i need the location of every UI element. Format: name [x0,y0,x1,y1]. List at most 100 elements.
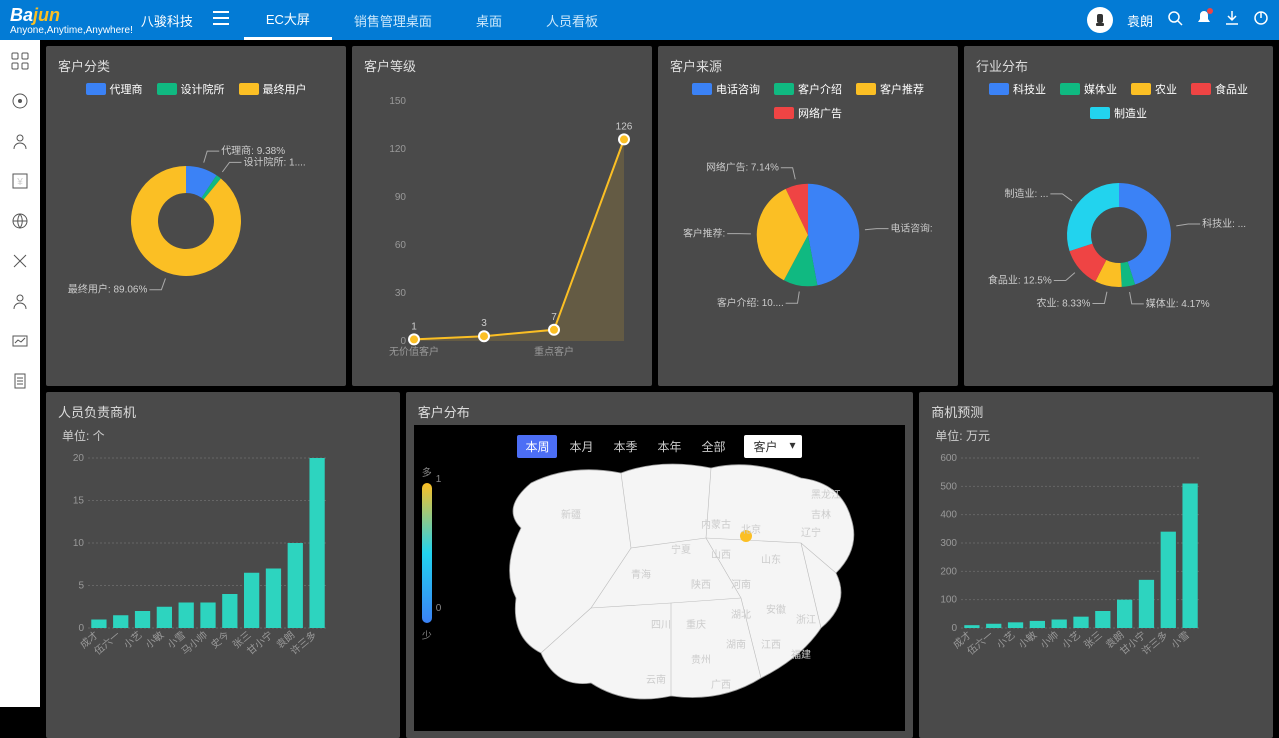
svg-text:120: 120 [389,144,406,155]
svg-text:重点客户: 重点客户 [534,345,574,358]
svg-text:10: 10 [73,538,85,549]
svg-text:小艺: 小艺 [121,629,144,651]
doc-icon[interactable] [11,372,29,390]
nav-tab-0[interactable]: EC大屏 [244,0,332,40]
side-nav: ¥ [0,40,40,707]
svg-text:400: 400 [941,510,958,521]
svg-text:小敏: 小敏 [143,628,167,651]
svg-text:小雪: 小雪 [1169,629,1192,651]
svg-text:7: 7 [551,312,557,323]
avatar[interactable] [1087,7,1113,33]
legend-item: 代理商 [86,81,143,97]
svg-text:设计院所: 1....: 设计院所: 1.... [243,155,305,168]
svg-text:江西: 江西 [761,639,781,651]
svg-text:湖北: 湖北 [731,609,751,621]
bell-icon[interactable] [1197,10,1211,31]
globe-icon[interactable] [11,212,29,230]
svg-text:广西: 广西 [711,679,731,691]
svg-text:小艺: 小艺 [995,629,1018,651]
svg-text:媒体业: 4.17%: 媒体业: 4.17% [1145,298,1209,310]
dropdown-type[interactable]: 客户 [744,435,802,458]
svg-text:200: 200 [941,566,958,577]
svg-text:最终用户: 89.06%: 最终用户: 89.06% [68,283,148,296]
svg-text:青海: 青海 [631,568,651,581]
target-icon[interactable] [11,92,29,110]
svg-text:云南: 云南 [646,673,666,686]
nav-tab-1[interactable]: 销售管理桌面 [332,0,454,40]
svg-text:科技业: ...: 科技业: ... [1202,217,1246,230]
grid-icon[interactable] [11,52,29,70]
legend-item: 电话咨询 [692,81,760,97]
svg-text:300: 300 [941,538,958,549]
nav-tabs: EC大屏销售管理桌面桌面人员看板 [244,0,620,40]
legend-item: 农业 [1131,81,1177,97]
logo: Bajun Anyone,Anytime,Anywhere! 八骏科技 [10,5,193,36]
svg-text:山西: 山西 [711,549,731,561]
panel-industry: 行业分布 科技业媒体业农业食品业制造业 科技业: ...媒体业: 4.17%农业… [964,46,1273,386]
download-icon[interactable] [1225,10,1239,31]
top-bar: Bajun Anyone,Anytime,Anywhere! 八骏科技 EC大屏… [0,0,1279,40]
nav-tab-3[interactable]: 人员看板 [524,0,620,40]
money-icon[interactable]: ¥ [11,172,29,190]
svg-text:无价值客户: 无价值客户 [389,345,439,358]
panel-title: 行业分布 [976,56,1261,75]
svg-text:河南: 河南 [731,578,751,591]
svg-text:内蒙古: 内蒙古 [701,518,731,531]
svg-text:126: 126 [616,121,633,132]
svg-text:北京: 北京 [741,523,761,536]
svg-text:30: 30 [395,288,407,299]
svg-text:贵州: 贵州 [691,653,711,666]
gradient-scale [422,483,432,623]
svg-text:制造业: ...: 制造业: ... [1004,187,1048,200]
unit-label: 单位: 万元 [935,427,1261,444]
svg-text:客户推荐:: 客户推荐: [683,227,725,240]
panel-forecast: 商机预测 单位: 万元 0100200300400500600成才伍六一小艺小敏… [919,392,1273,738]
svg-text:150: 150 [389,96,406,107]
svg-text:¥: ¥ [16,177,23,188]
svg-text:1: 1 [411,321,417,332]
svg-text:福建: 福建 [791,648,811,661]
svg-text:100: 100 [941,595,958,606]
svg-text:代理商: 9.38%: 代理商: 9.38% [221,144,285,157]
nav-tab-2[interactable]: 桌面 [454,0,524,40]
svg-text:60: 60 [395,240,407,251]
legend-item: 科技业 [989,81,1046,97]
svg-text:20: 20 [73,453,85,464]
svg-text:辽宁: 辽宁 [801,526,821,539]
svg-text:0: 0 [952,623,958,634]
svg-text:0: 0 [78,623,84,634]
svg-text:15: 15 [73,496,85,507]
svg-text:3: 3 [481,318,487,329]
svg-text:吉林: 吉林 [811,508,831,521]
svg-text:小帅: 小帅 [1038,628,1062,651]
user-icon[interactable] [11,292,29,310]
svg-text:陕西: 陕西 [691,578,711,591]
legend-item: 最终用户 [239,81,307,97]
legend-item: 网络广告 [774,105,842,121]
svg-text:90: 90 [395,192,407,203]
power-icon[interactable] [1253,10,1269,31]
svg-text:安徽: 安徽 [766,603,786,616]
svg-text:小敏: 小敏 [1016,628,1040,651]
search-icon[interactable] [1167,10,1183,31]
chart-icon[interactable] [11,332,29,350]
svg-text:500: 500 [941,481,958,492]
panel-title: 客户分类 [58,56,334,75]
panel-distribution: 客户分布 本周本月本季本年全部 客户 多 少 10 [406,392,914,738]
svg-text:黑龙江: 黑龙江 [811,488,841,501]
svg-text:重庆: 重庆 [686,618,706,631]
svg-text:山东: 山东 [761,553,781,566]
panel-opportunities: 人员负责商机 单位: 个 05101520成才伍六一小艺小敏小雪马小帅史今张三甘… [46,392,400,738]
svg-text:网络广告: 7.14%: 网络广告: 7.14% [706,161,779,174]
panel-title: 客户来源 [670,56,946,75]
svg-text:农业: 8.33%: 农业: 8.33% [1036,296,1090,309]
tools-icon[interactable] [11,252,29,270]
unit-label: 单位: 个 [62,427,388,444]
legend-item: 客户介绍 [774,81,842,97]
china-map: 新疆黑龙江吉林辽宁内蒙古北京宁夏山西山东青海陕西河南四川重庆湖北安徽浙江湖南贵州… [441,428,901,724]
svg-text:5: 5 [78,581,84,592]
svg-text:新疆: 新疆 [561,508,581,521]
person-icon[interactable] [11,132,29,150]
svg-text:浙江: 浙江 [796,614,816,626]
menu-toggle-icon[interactable] [213,11,229,30]
